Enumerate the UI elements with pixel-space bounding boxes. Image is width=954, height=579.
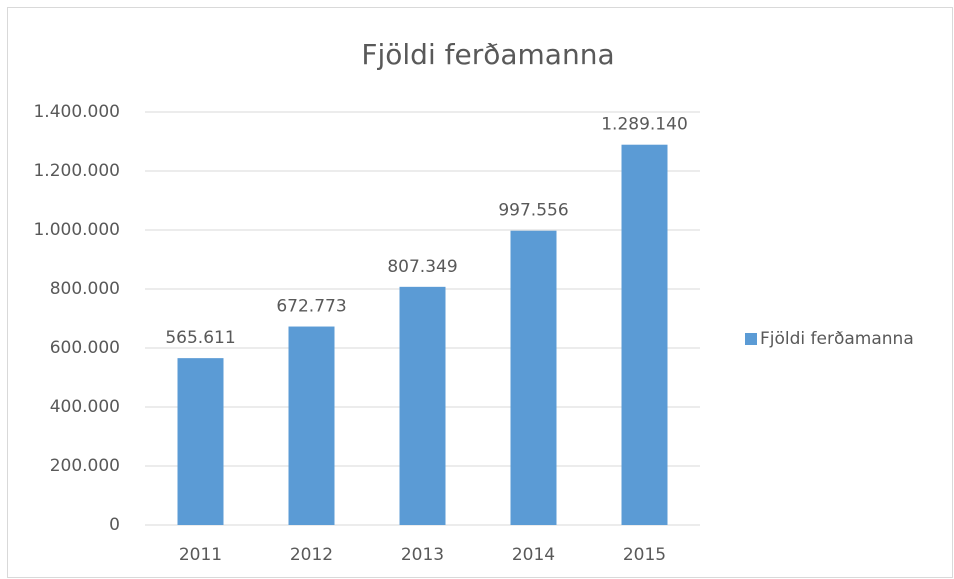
y-tick-label: 200.000 xyxy=(50,456,120,476)
data-label: 997.556 xyxy=(498,201,568,221)
y-tick-label: 1.200.000 xyxy=(33,161,120,181)
data-label: 565.611 xyxy=(165,328,235,348)
y-tick-label: 800.000 xyxy=(50,279,120,299)
chart-border xyxy=(7,7,953,578)
x-tick-label: 2013 xyxy=(401,545,444,565)
bar xyxy=(399,286,446,525)
x-tick-label: 2012 xyxy=(290,545,333,565)
bar xyxy=(621,144,668,525)
x-tick-label: 2015 xyxy=(623,545,666,565)
y-tick-label: 1.000.000 xyxy=(33,220,120,240)
data-label: 807.349 xyxy=(387,257,457,277)
y-tick-label: 0 xyxy=(109,515,120,535)
legend-swatch xyxy=(745,333,757,345)
bar xyxy=(288,326,335,525)
x-tick-label: 2014 xyxy=(512,545,555,565)
x-tick-label: 2011 xyxy=(179,545,222,565)
data-label: 672.773 xyxy=(276,297,346,317)
bar xyxy=(510,230,557,525)
legend-label: Fjöldi ferðamanna xyxy=(760,329,914,349)
y-tick-label: 400.000 xyxy=(50,397,120,417)
bar xyxy=(177,358,224,525)
chart-title: Fjöldi ferðamanna xyxy=(361,38,614,71)
y-tick-label: 1.400.000 xyxy=(33,102,120,122)
y-tick-label: 600.000 xyxy=(50,338,120,358)
data-label: 1.289.140 xyxy=(601,115,688,135)
